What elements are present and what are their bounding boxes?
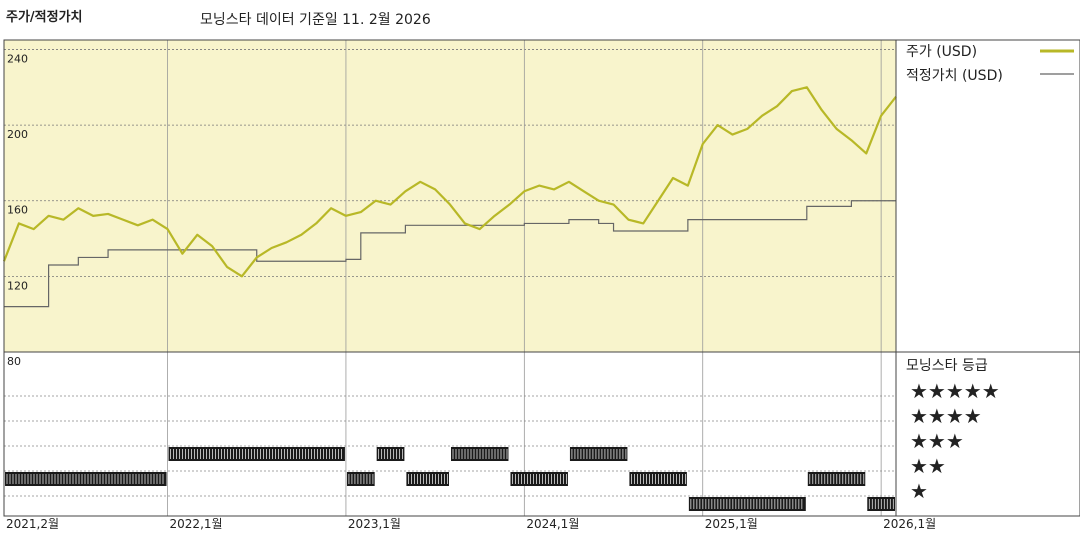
x-tick-label: 2022,1월 — [170, 517, 223, 531]
rating-levels-legend: ★★★★★★★★★★★★★★★ — [910, 379, 1000, 503]
y-tick-label: 120 — [7, 279, 28, 292]
legend: 주가 (USD) 적정가치 (USD) — [906, 44, 1074, 84]
rating-bar-layer — [5, 447, 895, 511]
legend-label-price: 주가 (USD) — [906, 44, 977, 60]
x-tick-label: 2026,1월 — [883, 517, 936, 531]
y-tick-label: 240 — [7, 52, 28, 65]
price-plot-background — [4, 40, 896, 352]
grid-layer — [4, 40, 896, 516]
price-series-line — [2, 86, 897, 278]
ratings-title: 모닝스타 등급 — [906, 358, 988, 374]
chart-frame — [3, 39, 1080, 517]
fair-value-series-line — [4, 200, 896, 308]
rating-level-stars: ★★★★★ — [910, 379, 1000, 403]
rating-bar — [406, 472, 449, 486]
rating-level-stars: ★★★ — [910, 429, 964, 453]
y-tick-label: 80 — [7, 355, 21, 368]
x-tick-label: 2024,1월 — [526, 517, 579, 531]
chart-left-title: 주가/적정가치 — [6, 9, 83, 25]
legend-label-fair-value: 적정가치 (USD) — [906, 68, 1003, 84]
rating-bar — [168, 447, 345, 461]
price-layer — [2, 86, 897, 278]
rating-bar — [688, 497, 806, 511]
y-tick-label: 160 — [7, 204, 28, 217]
ratings-plot-background — [4, 352, 896, 516]
y-tick-label: 200 — [7, 128, 28, 141]
rating-level-stars: ★ — [910, 479, 928, 503]
rating-level-stars: ★★★★ — [910, 404, 982, 428]
y-tick-layer: 240 200 160 120 80 — [7, 52, 28, 368]
chart-subtitle: 모닝스타 데이터 기준일 11. 2월 2026 — [200, 12, 431, 28]
fair-value-layer — [4, 200, 896, 308]
x-tick-label: 2023,1월 — [348, 517, 401, 531]
x-tick-label: 2025,1월 — [705, 517, 758, 531]
x-tick-label: 2021,2월 — [6, 517, 59, 531]
rating-level-stars: ★★ — [910, 454, 946, 478]
x-tick-layer: 2021,2월 2022,1월 2023,1월 2024,1월 2025,1월 2026,… — [6, 517, 936, 531]
rating-bar — [5, 472, 167, 486]
